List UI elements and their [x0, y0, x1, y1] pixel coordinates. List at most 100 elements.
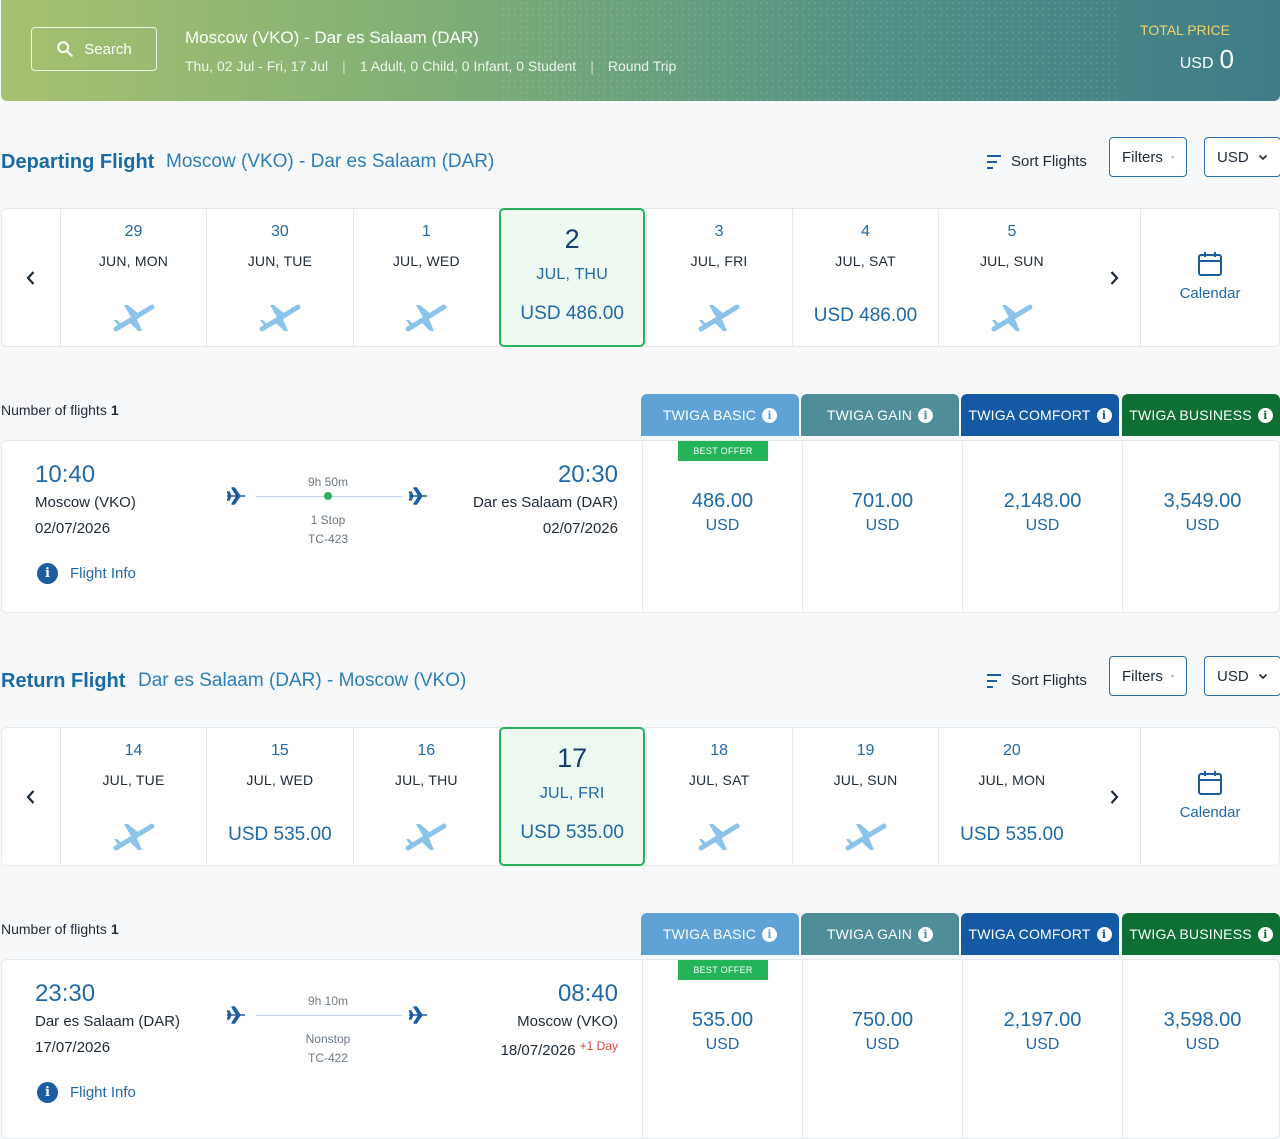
- fare-currency: USD: [1185, 517, 1220, 534]
- search-button[interactable]: Search: [31, 27, 157, 71]
- tab-twiga-comfort[interactable]: TWIGA COMFORT i: [961, 913, 1119, 955]
- date-option-20[interactable]: 20 JUL, MON USD 535.00: [938, 728, 1084, 865]
- date-option-19[interactable]: 19 JUL, SUN: [792, 728, 938, 865]
- number-of-flights-label: Number of flights: [1, 402, 107, 418]
- number-of-flights: Number of flights 1: [1, 402, 119, 418]
- info-icon[interactable]: i: [1257, 407, 1273, 423]
- calendar-label: Calendar: [1179, 285, 1241, 302]
- calendar-button[interactable]: Calendar: [1140, 209, 1279, 346]
- info-icon[interactable]: i: [762, 926, 778, 942]
- fare-currency: USD: [705, 1036, 740, 1053]
- chevron-down-icon: [1171, 156, 1174, 158]
- date-price: USD 535.00: [228, 824, 332, 845]
- plane-icon: [259, 304, 301, 332]
- fare-option-comfort[interactable]: 2,197.00 USD: [962, 960, 1122, 1138]
- next-day-badge: +1 Day: [579, 1039, 618, 1053]
- info-icon[interactable]: i: [1096, 926, 1112, 942]
- arrival-time: 08:40: [557, 980, 618, 1007]
- arrival-time: 20:30: [557, 461, 618, 488]
- tab-twiga-business[interactable]: TWIGA BUSINESS i: [1122, 913, 1280, 955]
- fare-option-business[interactable]: 3,549.00 USD: [1122, 441, 1280, 612]
- flight-info-link[interactable]: i Flight Info: [37, 1082, 136, 1103]
- info-icon[interactable]: i: [762, 407, 778, 423]
- date-day-number: 19: [856, 742, 875, 759]
- date-day-number: 1: [421, 223, 431, 240]
- fare-amount: 750.00: [851, 1009, 914, 1031]
- date-day-label: JUL, THU: [536, 266, 608, 283]
- flight-duration: 9h 50m: [307, 475, 349, 489]
- flight-info-link[interactable]: i Flight Info: [37, 563, 136, 584]
- sort-flights-label: Sort Flights: [1011, 672, 1087, 689]
- stops-info: 1 Stop: [310, 513, 346, 527]
- date-option-17[interactable]: 17 JUL, FRI USD 535.00: [499, 727, 646, 866]
- next-dates-button[interactable]: [1085, 209, 1143, 346]
- tab-twiga-business[interactable]: TWIGA BUSINESS i: [1122, 394, 1280, 436]
- fare-amount: 701.00: [851, 490, 914, 512]
- info-icon[interactable]: i: [1257, 926, 1273, 942]
- fare-option-basic[interactable]: BEST OFFER 535.00 USD: [642, 960, 802, 1138]
- fare-option-basic[interactable]: BEST OFFER 486.00 USD: [642, 441, 802, 612]
- date-price: USD 486.00: [813, 305, 918, 326]
- stops-info: Nonstop: [305, 1032, 351, 1046]
- total-price: USD 0: [1180, 44, 1234, 75]
- sort-flights-button[interactable]: Sort Flights: [987, 672, 1087, 689]
- plane-icon: [991, 304, 1033, 332]
- prev-dates-button[interactable]: [2, 728, 60, 865]
- date-day-number: 18: [710, 742, 728, 759]
- date-day-label: JUL, SAT: [835, 253, 896, 269]
- departure-city: Dar es Salaam (DAR): [35, 1013, 181, 1030]
- date-option-30[interactable]: 30 JUN, TUE: [206, 209, 352, 346]
- return-date-strip: 14 JUL, TUE 15 JUL, WED USD 535.00 16 JUL, THU…: [1, 727, 1280, 866]
- date-option-4[interactable]: 4 JUL, SAT USD 486.00: [792, 209, 938, 346]
- date-option-5[interactable]: 5 JUL, SUN: [938, 209, 1084, 346]
- info-icon[interactable]: i: [1096, 407, 1112, 423]
- best-offer-badge: BEST OFFER: [678, 441, 768, 461]
- prev-dates-button[interactable]: [2, 209, 60, 346]
- fare-tab-label: TWIGA BUSINESS: [1129, 926, 1252, 942]
- currency-dropdown[interactable]: USD: [1204, 656, 1280, 696]
- date-day-number: 2: [564, 224, 580, 254]
- date-price: USD 535.00: [960, 824, 1064, 845]
- departure-time: 23:30: [35, 980, 96, 1007]
- info-icon[interactable]: i: [918, 407, 934, 423]
- separator: |: [590, 58, 594, 74]
- date-option-2[interactable]: 2 JUL, THU USD 486.00: [499, 208, 646, 347]
- tab-twiga-gain[interactable]: TWIGA GAIN i: [801, 913, 959, 955]
- date-day-number: 16: [417, 742, 436, 759]
- number-of-flights-value: 1: [110, 921, 119, 937]
- tab-twiga-comfort[interactable]: TWIGA COMFORT i: [961, 394, 1119, 436]
- date-option-1[interactable]: 1 JUL, WED: [352, 209, 499, 346]
- next-dates-button[interactable]: [1085, 728, 1143, 865]
- departing-section-header: Departing Flight Moscow (VKO) - Dar es S…: [1, 137, 1280, 185]
- flight-path: [226, 1000, 432, 1030]
- tab-twiga-gain[interactable]: TWIGA GAIN i: [801, 394, 959, 436]
- date-option-16[interactable]: 16 JUL, THU: [352, 728, 499, 865]
- calendar-button[interactable]: Calendar: [1140, 728, 1279, 865]
- filters-dropdown[interactable]: Filters: [1109, 137, 1187, 177]
- date-option-15[interactable]: 15 JUL, WED USD 535.00: [206, 728, 352, 865]
- fare-option-comfort[interactable]: 2,148.00 USD: [962, 441, 1122, 612]
- info-icon[interactable]: i: [918, 926, 934, 942]
- date-option-18[interactable]: 18 JUL, SAT: [645, 728, 792, 865]
- total-price-label: TOTAL PRICE: [1140, 22, 1230, 38]
- fare-amount: 3,598.00: [1163, 1009, 1242, 1031]
- fare-tab-label: TWIGA GAIN: [826, 407, 913, 423]
- fare-currency: USD: [1185, 1036, 1220, 1053]
- filters-dropdown[interactable]: Filters: [1109, 656, 1187, 696]
- chevron-down-icon: [1171, 675, 1174, 677]
- filters-label: Filters: [1122, 148, 1163, 166]
- return-route: Dar es Salaam (DAR) - Moscow (VKO): [138, 670, 467, 691]
- date-option-14[interactable]: 14 JUL, TUE: [60, 728, 206, 865]
- date-option-3[interactable]: 3 JUL, FRI: [645, 209, 792, 346]
- chevron-left-icon: [26, 789, 35, 804]
- date-option-29[interactable]: 29 JUN, MON: [60, 209, 206, 346]
- tab-twiga-basic[interactable]: TWIGA BASIC i: [641, 913, 799, 955]
- currency-dropdown[interactable]: USD: [1204, 137, 1280, 177]
- fare-option-business[interactable]: 3,598.00 USD: [1122, 960, 1280, 1138]
- sort-flights-button[interactable]: Sort Flights: [987, 153, 1087, 170]
- fare-option-gain[interactable]: 750.00 USD: [802, 960, 962, 1138]
- plane-icon: [408, 487, 427, 505]
- tab-twiga-basic[interactable]: TWIGA BASIC i: [641, 394, 799, 436]
- fare-option-gain[interactable]: 701.00 USD: [802, 441, 962, 612]
- calendar-icon: [1198, 252, 1222, 276]
